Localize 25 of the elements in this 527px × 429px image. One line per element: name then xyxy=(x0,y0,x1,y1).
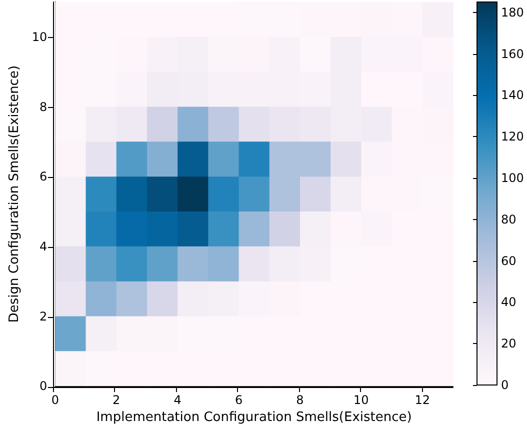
color-bar-label: 80 xyxy=(501,212,516,226)
color-bar-label: 160 xyxy=(501,46,524,61)
color-bar-label: 180 xyxy=(501,5,524,20)
x-axis-title: Implementation Configuration Smells(Existence) xyxy=(96,410,412,425)
x-tick-label: 8 xyxy=(296,393,304,408)
color-bar-label: 60 xyxy=(501,254,516,268)
color-bar-label: 40 xyxy=(501,295,516,310)
y-tick-label: 6 xyxy=(40,170,48,184)
x-tick-label: 4 xyxy=(174,393,182,408)
y-tick-label: 4 xyxy=(40,239,48,254)
y-axis-title: Design Configuration Smells(Existence) xyxy=(7,65,22,323)
color-bar-label: 120 xyxy=(501,130,524,144)
x-tick-label: 10 xyxy=(354,393,369,408)
color-bar-label: 100 xyxy=(501,170,524,185)
x-tick-label: 12 xyxy=(414,393,430,408)
y-tick-label: 10 xyxy=(32,30,48,44)
y-tick-label: 2 xyxy=(40,309,48,324)
y-tick-label: 0 xyxy=(40,379,48,394)
y-tick-label: 8 xyxy=(40,100,48,114)
x-tick-label: 6 xyxy=(234,393,243,408)
color-bar-label: 20 xyxy=(501,336,516,351)
x-tick-label: 0 xyxy=(51,393,59,408)
color-bar-label: 140 xyxy=(501,88,524,102)
color-bar-label: 0 xyxy=(501,378,509,392)
x-tick-label: 2 xyxy=(112,393,120,408)
